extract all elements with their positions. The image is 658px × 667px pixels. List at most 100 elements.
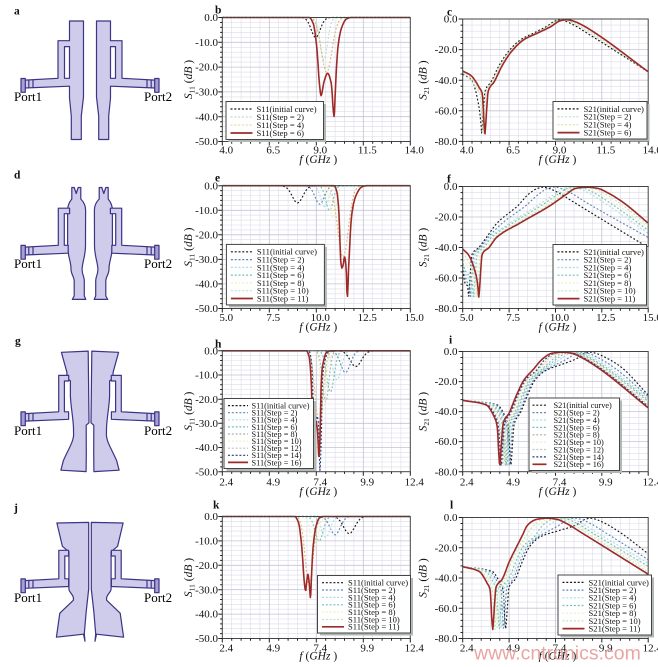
svg-text:12.4: 12.4 bbox=[405, 643, 425, 655]
svg-text:S21(Step = 4): S21(Step = 4) bbox=[554, 416, 600, 425]
svg-text:0.0: 0.0 bbox=[204, 345, 218, 357]
svg-text:-20.0: -20.0 bbox=[195, 62, 218, 74]
svg-text:S21(Step = 8): S21(Step = 8) bbox=[584, 278, 632, 288]
svg-text:S11(Step = 6): S11(Step = 6) bbox=[252, 423, 298, 432]
svg-text:i: i bbox=[449, 335, 453, 347]
svg-text:S11(Step = 2): S11(Step = 2) bbox=[348, 585, 396, 595]
svg-text:S21(Step = 4): S21(Step = 4) bbox=[589, 593, 637, 603]
svg-text:-60.0: -60.0 bbox=[435, 436, 458, 448]
svg-text:S11(Step = 6): S11(Step = 6) bbox=[257, 128, 305, 138]
svg-text:4.9: 4.9 bbox=[266, 477, 280, 489]
svg-text:9.0: 9.0 bbox=[313, 145, 327, 157]
svg-text:d: d bbox=[14, 170, 21, 182]
svg-text:-40.0: -40.0 bbox=[435, 242, 458, 254]
svg-text:10.0: 10.0 bbox=[550, 312, 570, 324]
svg-text:g: g bbox=[15, 336, 21, 348]
svg-text:S21(Step = 10): S21(Step = 10) bbox=[554, 438, 605, 447]
svg-text:7.4: 7.4 bbox=[313, 643, 327, 655]
svg-text:Port2: Port2 bbox=[144, 256, 172, 271]
svg-text:-40.0: -40.0 bbox=[435, 573, 458, 585]
svg-text:7.5: 7.5 bbox=[266, 312, 280, 324]
svg-text:Port1: Port1 bbox=[14, 590, 42, 605]
svg-text:S11 (dB ): S11 (dB ) bbox=[183, 227, 197, 266]
svg-text:12.5: 12.5 bbox=[358, 312, 378, 324]
svg-text:-80.0: -80.0 bbox=[435, 136, 458, 148]
svg-text:S21 (dB ): S21 (dB ) bbox=[418, 558, 432, 598]
svg-text:S11(Step = 4): S11(Step = 4) bbox=[252, 416, 298, 425]
svg-text:S21 (dB ): S21 (dB ) bbox=[418, 228, 432, 268]
svg-text:0.0: 0.0 bbox=[204, 12, 218, 24]
svg-text:S11 (dB ): S11 (dB ) bbox=[183, 60, 197, 99]
svg-text:S11(Step = 2): S11(Step = 2) bbox=[257, 112, 305, 122]
svg-text:S11(Step = 10): S11(Step = 10) bbox=[348, 614, 400, 624]
svg-text:S21(Step = 14): S21(Step = 14) bbox=[554, 453, 605, 462]
svg-text:-40.0: -40.0 bbox=[195, 442, 218, 454]
svg-text:S21(Step = 12): S21(Step = 12) bbox=[554, 445, 605, 454]
svg-text:www.cntronics.com: www.cntronics.com bbox=[473, 643, 641, 665]
svg-text:12.4: 12.4 bbox=[405, 477, 425, 489]
svg-text:15.0: 15.0 bbox=[405, 312, 425, 324]
svg-text:-50.0: -50.0 bbox=[195, 633, 218, 645]
svg-text:S21 (dB ): S21 (dB ) bbox=[418, 60, 432, 100]
svg-text:S21(Step = 10): S21(Step = 10) bbox=[589, 616, 641, 626]
svg-text:S11(Step = 12): S11(Step = 12) bbox=[252, 444, 302, 453]
svg-text:4.0: 4.0 bbox=[460, 145, 474, 157]
svg-text:0.0: 0.0 bbox=[204, 180, 218, 192]
svg-text:Port1: Port1 bbox=[14, 89, 42, 104]
svg-text:-60.0: -60.0 bbox=[435, 273, 458, 285]
svg-text:12.4: 12.4 bbox=[643, 477, 658, 489]
svg-text:f (GHz ): f (GHz ) bbox=[539, 651, 577, 663]
svg-text:12.4: 12.4 bbox=[643, 643, 658, 655]
svg-text:S21(Step = 6): S21(Step = 6) bbox=[584, 128, 632, 138]
svg-text:f: f bbox=[447, 174, 451, 186]
svg-text:f (GHz ): f (GHz ) bbox=[299, 486, 337, 498]
svg-text:S11(initial curve): S11(initial curve) bbox=[252, 402, 310, 411]
svg-text:h: h bbox=[215, 339, 222, 351]
svg-text:Port1: Port1 bbox=[14, 256, 42, 271]
svg-text:-20.0: -20.0 bbox=[435, 376, 458, 388]
svg-text:S21(Step = 11): S21(Step = 11) bbox=[584, 294, 636, 304]
svg-text:Port2: Port2 bbox=[144, 89, 172, 104]
svg-text:-50.0: -50.0 bbox=[195, 466, 218, 478]
svg-text:-40.0: -40.0 bbox=[195, 111, 218, 123]
svg-text:k: k bbox=[213, 500, 220, 512]
svg-text:l: l bbox=[450, 500, 453, 512]
svg-text:f (GHz ): f (GHz ) bbox=[299, 651, 337, 663]
svg-text:c: c bbox=[447, 7, 452, 19]
svg-text:2.4: 2.4 bbox=[460, 643, 474, 655]
svg-text:S21(initial curve): S21(initial curve) bbox=[584, 247, 645, 257]
svg-text:9.9: 9.9 bbox=[360, 477, 374, 489]
svg-text:S21(Step = 16): S21(Step = 16) bbox=[554, 460, 605, 469]
svg-text:14.0: 14.0 bbox=[405, 145, 425, 157]
svg-text:S11(Step = 14): S11(Step = 14) bbox=[252, 451, 302, 460]
svg-text:4.9: 4.9 bbox=[506, 643, 520, 655]
svg-text:11.5: 11.5 bbox=[358, 145, 377, 157]
svg-text:-10.0: -10.0 bbox=[195, 536, 218, 548]
svg-text:5.0: 5.0 bbox=[219, 312, 233, 324]
svg-text:-40.0: -40.0 bbox=[195, 609, 218, 621]
svg-text:7.5: 7.5 bbox=[506, 312, 520, 324]
svg-text:7.4: 7.4 bbox=[553, 477, 567, 489]
svg-text:10.0: 10.0 bbox=[311, 312, 331, 324]
svg-text:S21(Step = 8): S21(Step = 8) bbox=[589, 608, 637, 618]
svg-text:15.0: 15.0 bbox=[643, 312, 658, 324]
svg-text:-80.0: -80.0 bbox=[435, 633, 458, 645]
svg-text:f (GHz ): f (GHz ) bbox=[299, 154, 337, 166]
svg-text:-30.0: -30.0 bbox=[195, 87, 218, 99]
svg-text:S11(initial curve): S11(initial curve) bbox=[348, 578, 408, 588]
svg-text:Port2: Port2 bbox=[144, 423, 172, 438]
svg-text:-50.0: -50.0 bbox=[195, 136, 218, 148]
svg-text:-40.0: -40.0 bbox=[435, 75, 458, 87]
svg-text:S11(Step = 16): S11(Step = 16) bbox=[252, 458, 302, 467]
svg-text:S11(Step = 8): S11(Step = 8) bbox=[348, 607, 396, 617]
svg-text:a: a bbox=[14, 6, 20, 18]
svg-text:2.4: 2.4 bbox=[219, 643, 233, 655]
svg-text:-20.0: -20.0 bbox=[435, 212, 458, 224]
svg-text:9.9: 9.9 bbox=[360, 643, 374, 655]
svg-text:S21(Step = 2): S21(Step = 2) bbox=[584, 112, 632, 122]
svg-text:S11 (dB ): S11 (dB ) bbox=[183, 391, 197, 430]
svg-text:-80.0: -80.0 bbox=[435, 303, 458, 315]
svg-text:0.0: 0.0 bbox=[444, 181, 458, 193]
svg-text:-30.0: -30.0 bbox=[195, 418, 218, 430]
svg-text:S21(initial curve): S21(initial curve) bbox=[584, 104, 645, 114]
